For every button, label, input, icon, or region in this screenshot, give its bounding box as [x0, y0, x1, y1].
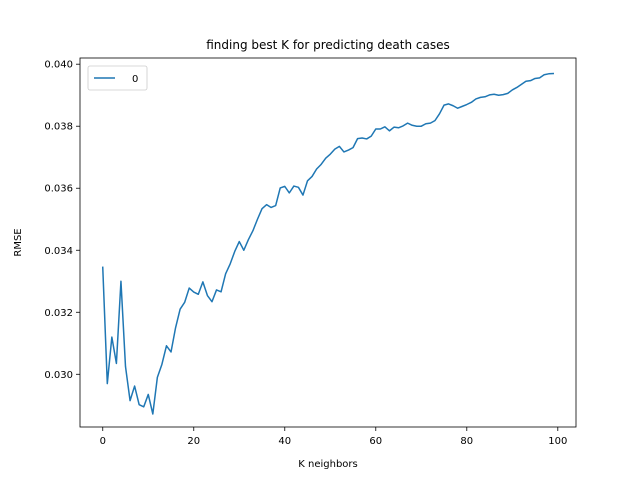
- x-axis-ticks: 0 20 40 60 80 100: [100, 427, 567, 447]
- legend: 0: [87, 65, 148, 91]
- axes-frame: [79, 57, 577, 428]
- x-tick-label: 20: [187, 436, 200, 447]
- y-tick-label: 0.032: [44, 308, 73, 319]
- y-axis-label: RMSE: [13, 228, 24, 256]
- y-tick-label: 0.036: [44, 184, 73, 195]
- x-tick-label: 100: [548, 436, 567, 447]
- y-tick-label: 0.030: [44, 370, 73, 381]
- x-axis-label: K neighbors: [298, 459, 357, 470]
- x-tick-label: 0: [100, 436, 106, 447]
- x-tick-label: 80: [460, 436, 473, 447]
- legend-label: 0: [132, 74, 138, 85]
- y-tick-label: 0.034: [44, 246, 73, 257]
- legend-box: [87, 65, 148, 91]
- y-tick-label: 0.040: [44, 60, 73, 71]
- x-tick-label: 40: [278, 436, 291, 447]
- series-layer: [101, 72, 555, 415]
- y-tick-label: 0.038: [44, 122, 73, 133]
- chart-title: finding best K for predicting death case…: [206, 38, 450, 52]
- series-line-0: [101, 72, 555, 415]
- y-axis-ticks: 0.030 0.032 0.034 0.036 0.038 0.040: [44, 60, 80, 381]
- x-tick-label: 60: [369, 436, 382, 447]
